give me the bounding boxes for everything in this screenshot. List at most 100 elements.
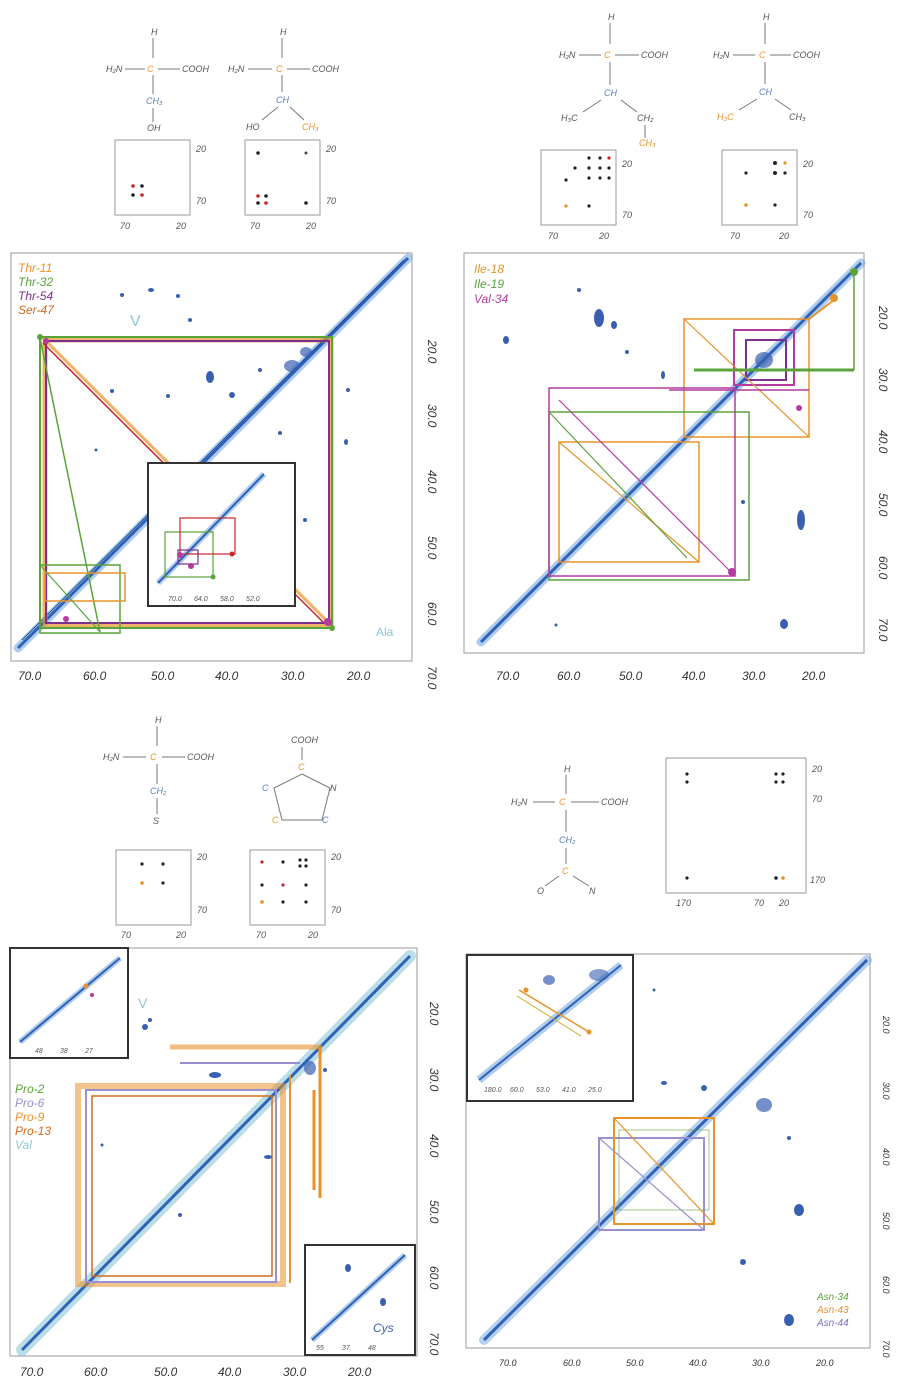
y-tick: 50.0 [881, 1212, 891, 1230]
y-axis-ticks: 20.0 30.0 40.0 50.0 60.0 70.0 [876, 305, 890, 642]
mini-tick: 20 [325, 144, 336, 154]
y-tick: 50.0 [876, 493, 890, 517]
mini-tick: 70 [812, 794, 822, 804]
mini-spectrum-2: 20 70 70 20 [721, 149, 813, 241]
legend: Pro-2 Pro-6 Pro-9 Pro-13 Val [15, 1082, 51, 1152]
spectrum-frame [9, 947, 418, 1357]
y-tick: 30.0 [881, 1082, 891, 1100]
y-tick: 20.0 [427, 1001, 441, 1026]
mol-ca: C [150, 752, 157, 762]
y-tick: 20.0 [876, 305, 890, 330]
diagonal [476, 258, 866, 647]
x-tick: 60.0 [557, 669, 581, 683]
mol-s: S [153, 816, 159, 826]
y-tick: 60.0 [425, 602, 439, 626]
legend-label: Pro-2 [15, 1082, 45, 1096]
legend-label: Pro-13 [15, 1124, 51, 1138]
x-tick: 20.0 [815, 1358, 834, 1368]
y-axis-ticks: 20.0 30.0 40.0 50.0 60.0 70.0 [427, 1001, 441, 1356]
y-tick: 40.0 [881, 1148, 891, 1166]
mini-tick: 70 [803, 210, 813, 220]
mini-spectrum-1: 20 70 70 20 [114, 139, 206, 231]
mini-tick: 20 [175, 221, 186, 231]
x-tick: 50.0 [626, 1358, 644, 1368]
inset-tick: 64.0 [194, 596, 208, 603]
y-tick: 70.0 [881, 1340, 891, 1358]
legend-label: Thr-32 [18, 275, 53, 289]
x-tick: 40.0 [689, 1358, 707, 1368]
legend-label: Val [15, 1138, 32, 1152]
x-tick: 30.0 [281, 669, 305, 683]
x-tick: 70.0 [496, 669, 520, 683]
mini-tick: 170 [810, 875, 825, 885]
mini-tick: 20 [196, 852, 207, 862]
legend-label: Ile-19 [474, 277, 504, 291]
inset-tick: 48 [35, 1048, 43, 1055]
mol-h: H [763, 12, 770, 22]
y-tick: 40.0 [425, 470, 439, 494]
mol-ca: C [604, 50, 611, 60]
mol-o: O [537, 886, 544, 896]
inset-tick: 48 [368, 1345, 376, 1352]
mol-ch2: CH₂ [150, 786, 167, 796]
mol-ch: CH [759, 87, 772, 97]
legend-label: Asn-44 [816, 1318, 849, 1329]
mini-tick: 20 [307, 930, 318, 940]
mol-ch3: CH₃ [302, 122, 319, 132]
legend: Asn-34 Asn-43 Asn-44 [816, 1292, 849, 1329]
annotation-v: V [130, 313, 141, 330]
mol-cb: C [262, 783, 269, 793]
mol-ho: HO [246, 122, 260, 132]
cross-peaks [503, 288, 805, 629]
mol-cooh: COOH [641, 50, 669, 60]
inset-tick: 58.0 [220, 596, 234, 603]
legend-label: Asn-43 [816, 1305, 849, 1316]
molecule-isoleucine: H H₂N C COOH CH H₃C CH₂ CH₃ [559, 12, 669, 148]
annotation-ala: Ala [376, 625, 394, 639]
x-tick: 50.0 [151, 669, 175, 683]
x-tick: 20.0 [347, 1365, 372, 1379]
x-axis-ticks: 70.0 60.0 50.0 40.0 30.0 20.0 [18, 669, 371, 683]
legend: Thr-11 Thr-32 Thr-54 Ser-47 [18, 261, 55, 317]
mini-tick: 20 [778, 231, 789, 241]
mol-cooh: COOH [291, 735, 319, 745]
spectrum-frame [463, 252, 865, 654]
inset-tick: 27 [84, 1048, 94, 1055]
y-axis-ticks: 20.0 30.0 40.0 50.0 60.0 70.0 [425, 339, 439, 690]
mini-tick: 20 [175, 930, 186, 940]
mini-tick: 70 [326, 196, 336, 206]
legend-label: Pro-9 [15, 1110, 45, 1124]
mol-h2n: H₂N [511, 797, 528, 807]
mini-tick: 170 [676, 898, 691, 908]
molecule-valine: H H₂N C COOH CH H₃C CH₃ [713, 12, 821, 122]
mini-spectrum-2: 20 70 70 20 [244, 139, 336, 231]
inset-tick: 38 [60, 1048, 68, 1055]
inset-tick: 37 [342, 1345, 351, 1352]
mol-h2n: H₂N [559, 50, 576, 60]
mol-h: H [151, 27, 158, 37]
mini-tick: 70 [250, 221, 260, 231]
x-tick: 50.0 [619, 669, 643, 683]
x-axis-ticks: 70.0 60.0 50.0 40.0 30.0 20.0 [496, 669, 826, 683]
connectivity-paths [598, 1117, 715, 1231]
mol-ch3: CH₃ [146, 96, 163, 106]
mini-tick: 20 [621, 159, 632, 169]
mini-tick: 70 [256, 930, 266, 940]
molecule-cysteine: H H₂N C COOH CH₂ S [103, 715, 215, 826]
panel-asparagine: H H₂N C COOH CH₂ C O N 20 70 170 170 70 … [465, 757, 891, 1368]
x-tick: 40.0 [682, 669, 706, 683]
mol-ca: C [276, 64, 283, 74]
mol-n: N [589, 886, 596, 896]
molecule-threonine: H H₂N C COOH CH₃ OH [106, 27, 210, 133]
mol-h: H [564, 764, 571, 774]
diagonal [13, 253, 413, 653]
legend: Ile-18 Ile-19 Val-34 [474, 262, 509, 306]
panel-threonine: H H₂N C COOH CH₃ OH H H₂N C COOH CH HO C… [10, 27, 439, 690]
mini-tick: 20 [778, 898, 789, 908]
mol-ch3: CH₃ [789, 112, 806, 122]
inset-tick: 70.0 [168, 596, 182, 603]
spectrum-frame [465, 953, 871, 1349]
x-tick: 20.0 [346, 669, 371, 683]
y-tick: 70.0 [427, 1332, 441, 1356]
mol-oh: OH [147, 123, 161, 133]
